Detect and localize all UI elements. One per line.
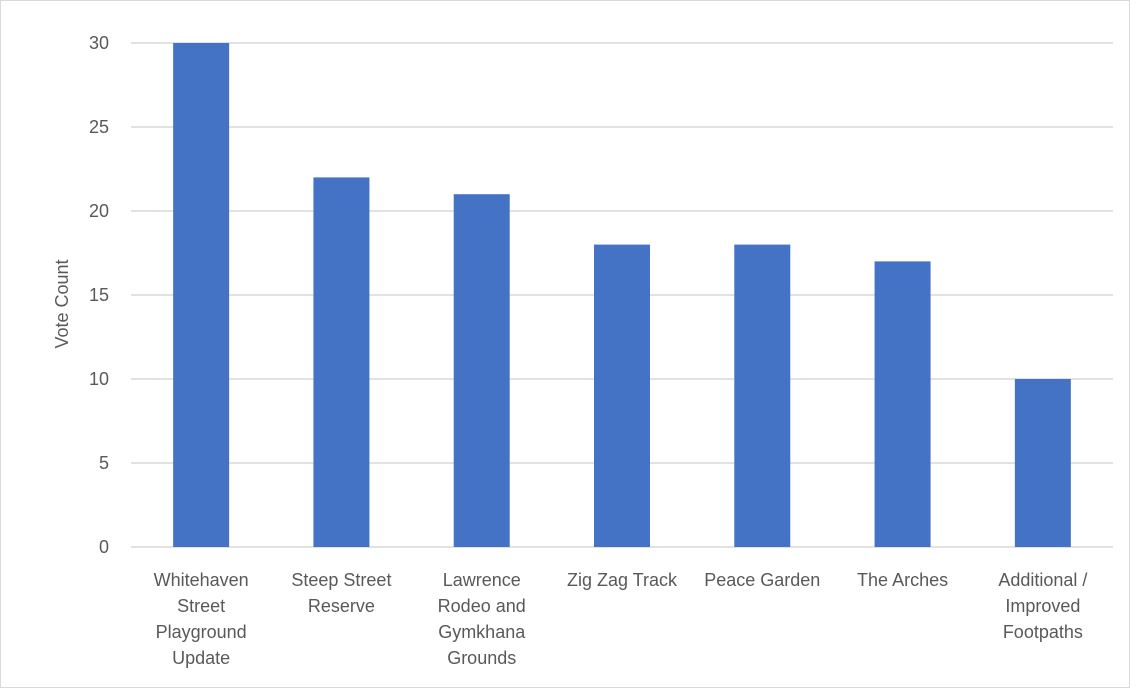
x-category-label: Peace Garden [704,570,820,590]
y-tick-label: 0 [99,537,109,557]
bar-7 [1014,379,1071,547]
bar-2 [313,177,370,547]
bar-3 [453,194,510,547]
y-tick-label: 30 [89,33,109,53]
x-category-label-line: Peace Garden [704,570,820,590]
y-tick-label: 10 [89,369,109,389]
x-category-label-line: Steep Street [291,570,391,590]
y-tick-label: 25 [89,117,109,137]
x-category-label: Additional / Improved Footpaths [998,570,1087,642]
x-category-label-line: Playground [156,622,247,642]
x-category-label-line: Gymkhana [438,622,526,642]
x-axis-category-labels: Whitehaven Street Playground Update Steep St… [154,570,1088,668]
y-tick-label: 15 [89,285,109,305]
x-category-label: Lawrence Rodeo and Gymkhana Grounds [438,570,527,668]
x-category-label-line: Reserve [308,596,375,616]
y-axis-ticks: 0 5 10 15 20 25 30 [89,33,109,557]
bar-6 [874,261,931,547]
x-category-label-line: Street [177,596,225,616]
bars [173,43,1071,547]
bar-4 [594,244,650,547]
x-category-label-line: Improved [1005,596,1080,616]
x-category-label-line: Additional / [998,570,1087,590]
x-category-label-line: Lawrence [443,570,521,590]
x-category-label-line: Whitehaven [154,570,249,590]
y-tick-label: 5 [99,453,109,473]
x-category-label: The Arches [857,570,948,590]
x-category-label-line: Footpaths [1003,622,1083,642]
y-tick-label: 20 [89,201,109,221]
bar-1 [173,43,230,547]
x-category-label-line: Update [172,648,230,668]
bar-5 [734,244,791,547]
x-category-label-line: Grounds [447,648,516,668]
x-category-label: Whitehaven Street Playground Update [154,570,249,668]
x-category-label-line: Zig Zag Track [567,570,678,590]
x-category-label: Steep Street Reserve [291,570,391,616]
x-category-label: Zig Zag Track [567,570,678,590]
y-axis-title: Vote Count [52,259,72,348]
x-category-label-line: Rodeo and [438,596,526,616]
x-category-label-line: The Arches [857,570,948,590]
